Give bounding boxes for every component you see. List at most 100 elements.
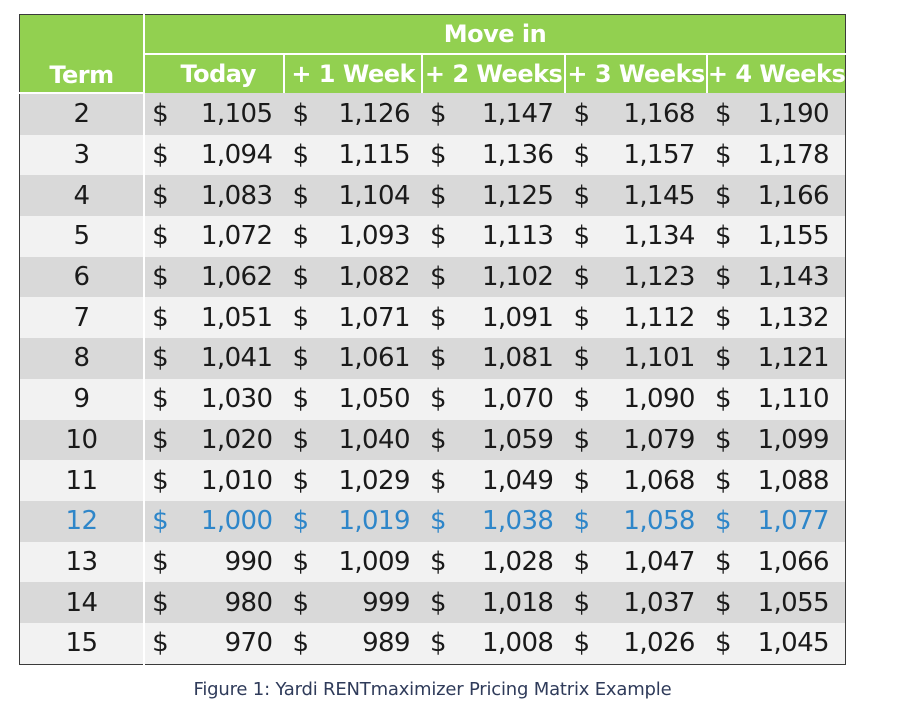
- currency-symbol: $: [284, 622, 311, 665]
- currency-symbol: $: [565, 460, 592, 501]
- term-cell: 4: [19, 175, 145, 217]
- table-row: 7 $1,051 $1,071 $1,091 $1,112 $1,132: [19, 297, 846, 339]
- price-cell: 1,136: [447, 134, 566, 176]
- table-row: 4 $1,083 $1,104 $1,125 $1,145 $1,166: [19, 175, 846, 217]
- table-row: 10 $1,020 $1,040 $1,059 $1,079 $1,099: [19, 419, 846, 461]
- currency-symbol: $: [421, 338, 448, 379]
- currency-symbol: $: [565, 541, 592, 583]
- currency-symbol: $: [421, 500, 448, 542]
- currency-symbol: $: [284, 93, 311, 135]
- price-cell: 1,066: [732, 541, 846, 583]
- term-cell: 7: [19, 297, 145, 339]
- price-cell: 1,166: [732, 175, 846, 217]
- currency-symbol: $: [565, 622, 592, 665]
- price-cell: 1,091: [447, 297, 566, 339]
- term-cell: 11: [19, 460, 145, 501]
- table-row: 11 $1,010 $1,029 $1,049 $1,068 $1,088: [19, 460, 846, 501]
- currency-symbol: $: [565, 419, 592, 461]
- pricing-matrix-table: Term Move in Today + 1 Week + 2 Weeks + …: [19, 14, 846, 665]
- move-in-header: Move in: [143, 14, 846, 55]
- currency-symbol: $: [565, 134, 592, 176]
- currency-symbol: $: [143, 419, 171, 461]
- price-cell: 1,077: [732, 500, 846, 542]
- term-cell: 9: [19, 378, 145, 420]
- term-cell: 8: [19, 338, 145, 379]
- price-cell: 1,029: [310, 460, 422, 501]
- price-cell: 1,121: [732, 338, 846, 379]
- term-cell: 10: [19, 419, 145, 461]
- currency-symbol: $: [143, 460, 171, 501]
- price-cell: 1,081: [447, 338, 566, 379]
- currency-symbol: $: [706, 175, 733, 217]
- currency-symbol: $: [565, 297, 592, 339]
- price-cell: 1,090: [591, 378, 707, 420]
- price-cell: 1,062: [170, 256, 285, 298]
- currency-symbol: $: [143, 582, 171, 623]
- pricing-matrix-body: 2 $1,105 $1,126 $1,147 $1,168 $1,190 3 $1,094 $1…: [19, 93, 846, 665]
- price-cell: 1,072: [170, 216, 285, 257]
- term-cell: 15: [19, 622, 145, 665]
- table-row: 5 $1,072 $1,093 $1,113 $1,134 $1,155: [19, 216, 846, 257]
- currency-symbol: $: [565, 175, 592, 217]
- currency-symbol: $: [284, 419, 311, 461]
- price-cell: 1,070: [447, 378, 566, 420]
- currency-symbol: $: [284, 460, 311, 501]
- price-cell: 1,059: [447, 419, 566, 461]
- currency-symbol: $: [706, 541, 733, 583]
- currency-symbol: $: [565, 338, 592, 379]
- price-cell: 1,113: [447, 216, 566, 257]
- price-cell: 1,178: [732, 134, 846, 176]
- price-cell: 1,123: [591, 256, 707, 298]
- currency-symbol: $: [421, 460, 448, 501]
- currency-symbol: $: [284, 338, 311, 379]
- price-cell: 1,019: [310, 500, 422, 542]
- price-cell: 1,045: [732, 622, 846, 665]
- table-row: 2 $1,105 $1,126 $1,147 $1,168 $1,190: [19, 93, 846, 135]
- currency-symbol: $: [706, 622, 733, 665]
- currency-symbol: $: [706, 378, 733, 420]
- currency-symbol: $: [421, 582, 448, 623]
- table-row: 3 $1,094 $1,115 $1,136 $1,157 $1,178: [19, 134, 846, 176]
- table-row: 8 $1,041 $1,061 $1,081 $1,101 $1,121: [19, 338, 846, 379]
- currency-symbol: $: [421, 297, 448, 339]
- currency-symbol: $: [284, 216, 311, 257]
- price-cell: 1,147: [447, 93, 566, 135]
- price-cell: 1,041: [170, 338, 285, 379]
- price-cell: 970: [170, 622, 285, 665]
- price-cell: 1,049: [447, 460, 566, 501]
- table-row: 6 $1,062 $1,082 $1,102 $1,123 $1,143: [19, 256, 846, 298]
- price-cell: 1,028: [447, 541, 566, 583]
- currency-symbol: $: [565, 378, 592, 420]
- currency-symbol: $: [706, 338, 733, 379]
- currency-symbol: $: [284, 582, 311, 623]
- currency-symbol: $: [284, 256, 311, 298]
- currency-symbol: $: [421, 93, 448, 135]
- table-row: 12 $1,000 $1,019 $1,038 $1,058 $1,077: [19, 500, 846, 542]
- price-cell: 1,105: [170, 93, 285, 135]
- currency-symbol: $: [706, 134, 733, 176]
- term-cell: 2: [19, 93, 145, 135]
- currency-symbol: $: [143, 500, 171, 542]
- price-cell: 1,061: [310, 338, 422, 379]
- price-cell: 1,126: [310, 93, 422, 135]
- price-cell: 1,125: [447, 175, 566, 217]
- currency-symbol: $: [143, 175, 171, 217]
- price-cell: 1,079: [591, 419, 707, 461]
- currency-symbol: $: [565, 93, 592, 135]
- price-cell: 1,102: [447, 256, 566, 298]
- price-cell: 1,071: [310, 297, 422, 339]
- price-cell: 1,088: [732, 460, 846, 501]
- price-cell: 1,050: [310, 378, 422, 420]
- price-cell: 1,026: [591, 622, 707, 665]
- price-cell: 1,101: [591, 338, 707, 379]
- price-cell: 1,055: [732, 582, 846, 623]
- currency-symbol: $: [706, 93, 733, 135]
- currency-symbol: $: [143, 622, 171, 665]
- column-header-plus-4-weeks: + 4 Weeks: [705, 54, 846, 93]
- price-cell: 1,094: [170, 134, 285, 176]
- currency-symbol: $: [143, 256, 171, 298]
- price-cell: 1,082: [310, 256, 422, 298]
- currency-symbol: $: [284, 134, 311, 176]
- currency-symbol: $: [706, 500, 733, 542]
- price-cell: 990: [170, 541, 285, 583]
